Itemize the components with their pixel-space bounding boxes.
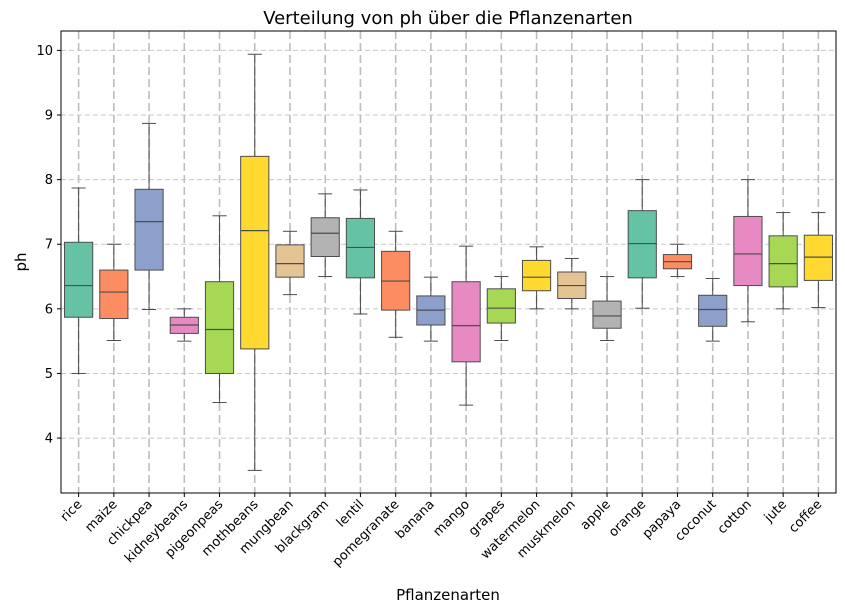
box-watermelon	[521, 246, 552, 310]
plot-frame	[60, 30, 837, 494]
box-coffee	[803, 212, 833, 309]
box-pomegranate	[381, 230, 411, 338]
box-body	[99, 269, 129, 320]
box-papaya	[662, 243, 693, 278]
box-coconut	[698, 277, 728, 342]
box-body	[486, 288, 516, 324]
box-body	[345, 217, 376, 279]
box-body	[275, 244, 305, 278]
box-body	[698, 294, 728, 327]
box-body	[521, 259, 552, 292]
box-banana	[416, 276, 446, 342]
y-tick-label: 8	[45, 173, 53, 188]
y-axis-label: ph	[12, 252, 30, 271]
box-body	[768, 235, 798, 288]
x-tick-label-rice: rice	[58, 497, 86, 525]
box-body	[240, 155, 270, 350]
x-tick-label-cotton: cotton	[715, 497, 755, 537]
box-kidneybeans	[169, 308, 199, 342]
box-maize	[99, 243, 129, 342]
x-tick-label-banana: banana	[393, 497, 438, 542]
box-jute	[768, 212, 798, 310]
box-grapes	[486, 276, 516, 342]
box-body	[627, 210, 657, 279]
box-mango	[451, 245, 481, 406]
box-rice	[64, 187, 94, 374]
box-orange	[627, 179, 657, 309]
x-tick-label-mango: mango	[430, 497, 473, 540]
y-tick-label: 6	[45, 302, 53, 317]
box-series	[64, 53, 833, 471]
y-tick-label: 10	[36, 44, 53, 59]
box-chickpea	[134, 122, 164, 310]
box-body	[134, 188, 164, 271]
box-muskmelon	[557, 257, 587, 310]
box-body	[451, 281, 481, 363]
box-mothbeans	[240, 53, 270, 471]
box-cotton	[733, 179, 763, 323]
box-body	[803, 234, 833, 281]
box-apple	[592, 276, 622, 342]
box-mungbean	[275, 230, 305, 296]
box-body	[64, 241, 94, 318]
y-tick-label: 4	[45, 432, 53, 447]
box-body	[310, 217, 340, 258]
grid-lines	[61, 31, 836, 493]
box-body	[204, 281, 235, 374]
box-lentil	[345, 189, 376, 315]
chart-title: Verteilung von ph über die Pflanzenarten	[263, 8, 633, 29]
box-body	[733, 215, 763, 287]
y-axis-ticks: 4 5 6 7 8 9 10	[36, 44, 61, 447]
y-tick-label: 5	[45, 367, 53, 382]
box-body	[592, 300, 622, 329]
x-axis-ticks: ricemaizechickpeakidneybeanspigeonpeasmo…	[58, 493, 825, 570]
x-tick-label-jute: jute	[761, 497, 790, 526]
x-axis-label: Pflanzenarten	[396, 586, 500, 604]
box-blackgram	[310, 193, 340, 278]
x-tick-label-coffee: coffee	[786, 497, 825, 536]
box-pigeonpeas	[204, 215, 235, 404]
y-tick-label: 7	[45, 238, 53, 253]
y-tick-label: 9	[45, 109, 53, 124]
